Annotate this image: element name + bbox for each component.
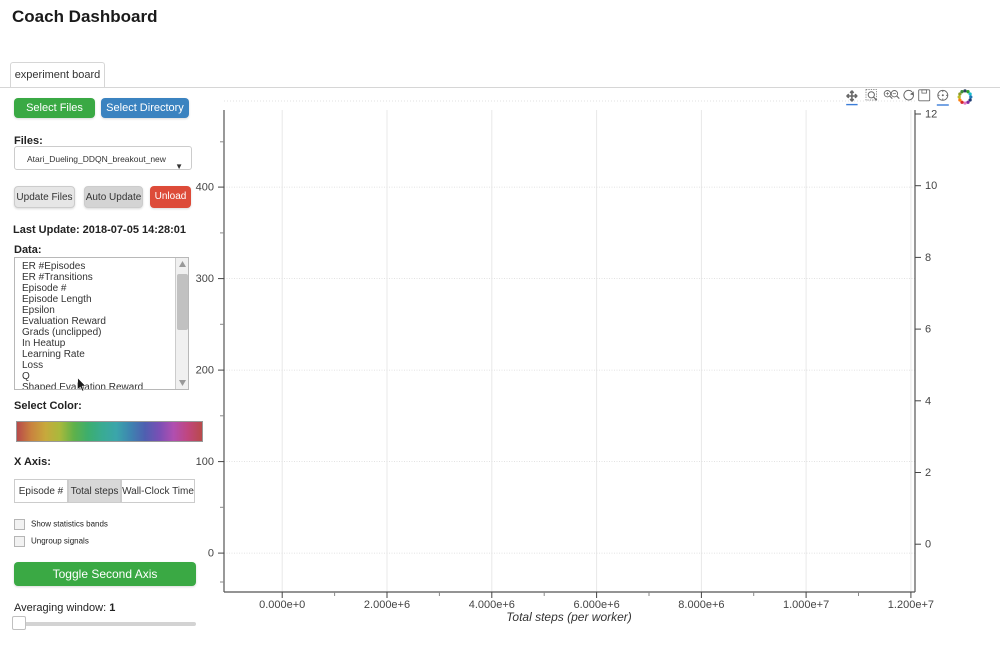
svg-text:2.000e+6: 2.000e+6 — [364, 599, 410, 611]
svg-text:4.000e+6: 4.000e+6 — [469, 599, 515, 611]
svg-text:4: 4 — [925, 395, 931, 407]
svg-text:0: 0 — [208, 548, 214, 560]
svg-text:Total steps (per worker): Total steps (per worker) — [506, 610, 632, 624]
svg-text:0.000e+0: 0.000e+0 — [259, 599, 305, 611]
svg-text:8: 8 — [925, 252, 931, 264]
svg-text:200: 200 — [196, 365, 214, 377]
svg-text:8.000e+6: 8.000e+6 — [678, 599, 724, 611]
svg-text:1.000e+7: 1.000e+7 — [783, 599, 829, 611]
svg-text:0: 0 — [925, 539, 931, 551]
svg-text:400: 400 — [196, 182, 214, 194]
svg-text:12: 12 — [925, 109, 937, 121]
svg-text:300: 300 — [196, 273, 214, 285]
svg-text:10: 10 — [925, 180, 937, 192]
svg-text:6.000e+6: 6.000e+6 — [574, 599, 620, 611]
svg-text:2: 2 — [925, 467, 931, 479]
svg-text:6: 6 — [925, 324, 931, 336]
svg-text:1.200e+7: 1.200e+7 — [888, 599, 934, 611]
svg-text:100: 100 — [196, 456, 214, 468]
